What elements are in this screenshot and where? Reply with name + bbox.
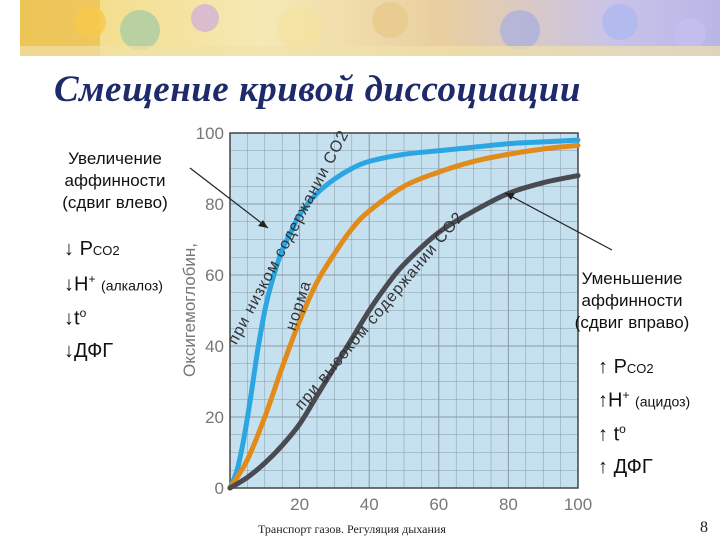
left-note-line: Увеличение <box>68 149 162 168</box>
right-factor-t: ↑ to <box>598 422 626 446</box>
x-tick-label: 60 <box>429 495 448 514</box>
y-tick-label: 20 <box>205 408 224 427</box>
y-axis-ticks: 0 20 40 60 80 100 <box>196 124 224 498</box>
slide-footer: Транспорт газов. Регуляция дыхания <box>258 522 446 536</box>
slide-title: Смещение кривой диссоциации <box>54 69 581 110</box>
right-note-line: аффинности <box>581 291 683 310</box>
x-tick-label: 100 <box>564 495 592 514</box>
pointer-arrows <box>189 167 613 251</box>
series-normal-line <box>227 142 581 491</box>
left-factor-pco2: ↓ PCO2 <box>64 238 120 260</box>
series-group <box>227 137 581 491</box>
left-factor-dpg: ↓ДФГ <box>64 340 114 362</box>
left-factor-t: ↓to <box>64 306 87 330</box>
page-number: 8 <box>700 519 708 536</box>
series-low-co2-line <box>227 137 581 491</box>
right-factor-h: ↑H+ (ацидоз) <box>598 388 691 412</box>
x-axis-ticks: 20 40 60 80 100 <box>290 495 592 514</box>
x-tick-label: 80 <box>499 495 518 514</box>
right-note-line: Уменьшение <box>581 269 683 288</box>
left-affinity-note: Увеличение аффинности (сдвиг влево) <box>40 148 190 214</box>
left-note-line: аффинности <box>64 171 166 190</box>
right-affinity-note: Уменьшение аффинности (сдвиг вправо) <box>548 268 716 334</box>
right-pointer-arrow <box>504 192 613 251</box>
right-note-line: (сдвиг вправо) <box>574 313 690 332</box>
y-tick-label: 0 <box>215 479 224 498</box>
series-high-co2-line <box>227 173 581 491</box>
left-pointer-arrowhead <box>258 220 268 228</box>
y-tick-label: 100 <box>196 124 224 143</box>
x-tick-label: 20 <box>290 495 309 514</box>
y-tick-label: 40 <box>205 337 224 356</box>
right-factor-dpg: ↑ ДФГ <box>598 456 653 478</box>
left-factor-h: ↓H+ (алкалоз) <box>64 272 163 296</box>
grid <box>229 132 579 489</box>
x-tick-label: 40 <box>360 495 379 514</box>
y-axis-label: Оксигемоглобин, <box>180 243 199 377</box>
y-tick-label: 80 <box>205 195 224 214</box>
left-note-line: (сдвиг влево) <box>62 193 168 212</box>
right-pointer-arrowhead <box>505 193 515 200</box>
right-factor-pco2: ↑ PCO2 <box>598 356 654 378</box>
plot-frame <box>229 132 579 489</box>
decorative-banner <box>20 0 720 56</box>
y-tick-label: 60 <box>205 266 224 285</box>
left-pointer-arrow <box>189 167 269 229</box>
